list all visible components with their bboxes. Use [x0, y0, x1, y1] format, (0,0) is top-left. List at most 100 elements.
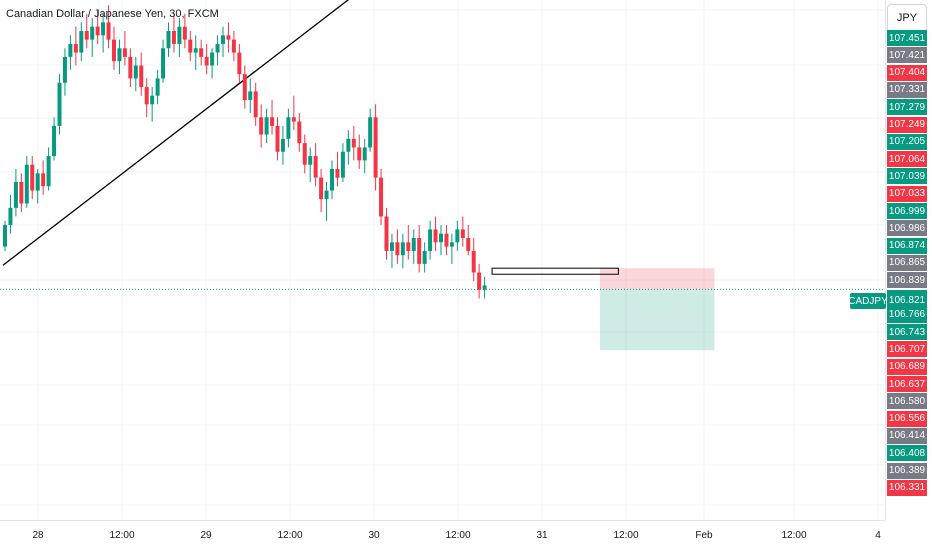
- time-label: 28: [32, 530, 44, 541]
- candle: [346, 138, 351, 152]
- price-label: 106.766: [887, 306, 927, 323]
- time-label: 4: [875, 530, 881, 541]
- candle: [433, 229, 438, 243]
- price-label: 107.205: [887, 133, 927, 150]
- candle: [193, 48, 198, 53]
- candle: [106, 22, 111, 40]
- candle: [455, 229, 460, 243]
- candle: [357, 147, 362, 161]
- price-label: 106.707: [887, 341, 927, 358]
- candle: [319, 177, 324, 200]
- candle: [313, 156, 318, 178]
- candle: [177, 26, 182, 44]
- candle: [13, 181, 18, 208]
- candle: [8, 207, 13, 226]
- candle: [161, 48, 166, 79]
- price-label: 107.404: [887, 64, 927, 81]
- candle: [210, 52, 215, 66]
- candle: [19, 181, 24, 204]
- trend-line: [2, 0, 350, 266]
- candle: [439, 233, 443, 243]
- price-label: 106.389: [887, 462, 927, 479]
- candle: [297, 121, 302, 144]
- candle: [221, 35, 225, 44]
- chart-area[interactable]: [0, 0, 885, 520]
- time-label: 29: [200, 530, 212, 541]
- candle: [155, 78, 160, 96]
- price-label: 107.039: [887, 168, 927, 185]
- price-label: 107.064: [887, 151, 927, 168]
- candle: [144, 87, 149, 105]
- time-label: 12:00: [277, 530, 303, 541]
- candle: [308, 156, 313, 165]
- target-zone: [600, 289, 715, 351]
- candle: [340, 151, 345, 178]
- candle: [477, 272, 482, 290]
- candle: [62, 56, 67, 83]
- candle: [231, 39, 236, 53]
- candle: [368, 117, 373, 148]
- candle: [68, 43, 73, 57]
- candle: [471, 250, 476, 273]
- candle: [242, 74, 247, 101]
- candle: [46, 156, 51, 187]
- price-label: 107.331: [887, 81, 927, 98]
- candle: [57, 82, 62, 126]
- candle: [324, 190, 329, 200]
- candle: [150, 95, 155, 105]
- price-chart[interactable]: [0, 0, 885, 520]
- candle: [237, 52, 242, 75]
- price-label: 106.637: [887, 376, 927, 392]
- candle: [41, 173, 46, 187]
- candle: [122, 48, 127, 57]
- candle: [128, 56, 133, 79]
- candle: [226, 35, 231, 40]
- candle: [389, 242, 394, 251]
- price-label: 106.580: [887, 393, 927, 410]
- candle: [253, 91, 258, 118]
- candle: [79, 31, 84, 53]
- candle: [52, 125, 57, 157]
- candle: [362, 147, 367, 161]
- candle: [291, 117, 296, 122]
- price-label: 106.414: [887, 427, 927, 444]
- candle: [411, 238, 416, 251]
- candle: [373, 117, 378, 178]
- candle: [188, 39, 193, 53]
- candle: [264, 117, 269, 135]
- candle: [117, 48, 122, 62]
- time-label: 12:00: [445, 530, 471, 541]
- zone-rectangle: [491, 267, 619, 275]
- price-label: 106.986: [887, 220, 927, 237]
- candle: [302, 143, 307, 165]
- candle: [3, 225, 7, 247]
- candle: [460, 229, 465, 239]
- candle: [428, 229, 433, 251]
- candle: [482, 285, 487, 290]
- time-label: 12:00: [109, 530, 135, 541]
- candle: [215, 43, 220, 53]
- price-label: 106.874: [887, 237, 927, 254]
- candle: [101, 22, 106, 36]
- time-label: 12:00: [781, 530, 807, 541]
- candle: [95, 26, 100, 36]
- candle: [248, 91, 253, 101]
- candle: [35, 173, 40, 191]
- candle: [395, 242, 400, 256]
- price-label: 107.033: [887, 185, 927, 202]
- price-label: 107.249: [887, 116, 927, 133]
- candle: [139, 65, 144, 88]
- candle: [449, 242, 454, 247]
- price-label: 106.865: [887, 254, 927, 271]
- candle: [182, 26, 187, 40]
- time-label: 31: [536, 530, 548, 541]
- price-label: 106.689: [887, 358, 927, 375]
- candle: [466, 238, 471, 251]
- candle: [351, 138, 356, 148]
- candle: [166, 31, 171, 49]
- currency-selector[interactable]: JPY: [887, 4, 927, 32]
- candle: [270, 117, 275, 126]
- time-axis[interactable]: [0, 520, 885, 551]
- time-label: 12:00: [613, 530, 639, 541]
- price-label: 107.279: [887, 99, 927, 116]
